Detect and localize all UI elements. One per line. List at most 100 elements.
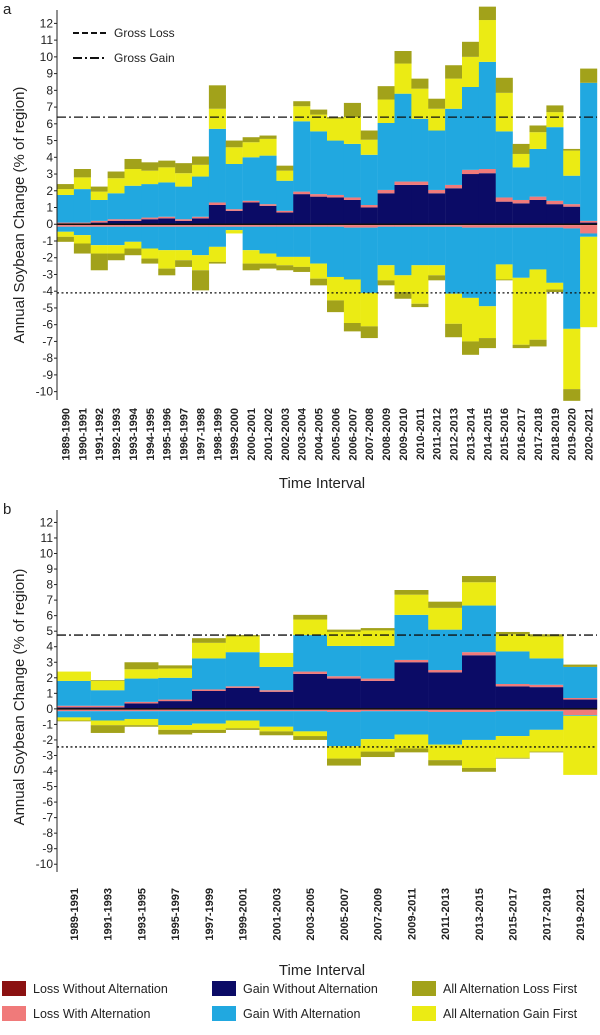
- bar-segment-gain-without-alternation-2004-2005: [310, 196, 328, 225]
- bar-segment-all-alternation-gain-first-loss-side-2001-2003: [259, 726, 294, 732]
- bar-segment-all-alternation-gain-first-2003-2004: [293, 106, 311, 122]
- bar-segment-loss-with-alternation-gain-side-2018-2019: [546, 200, 564, 205]
- bar-segment-gain-with-alternation-loss-side-1999-2001: [225, 711, 260, 721]
- bar-segment-loss-with-alternation-gain-side-1991-1993: [90, 705, 125, 708]
- x-tick-label: 1989-1990: [60, 408, 72, 461]
- bar-segment-gain-with-alternation-2009-2011: [394, 614, 429, 660]
- bar-segment-all-alternation-loss-first-loss-side-1997-1999: [192, 729, 226, 733]
- y-tick-label: -10: [36, 385, 54, 399]
- bar-segment-all-alternation-gain-first-2001-2003: [259, 652, 294, 667]
- y-tick-label: 4: [46, 640, 53, 654]
- x-tick-label: 2007-2009: [373, 888, 385, 941]
- bar-segment-loss-with-alternation-2011-2012: [428, 225, 446, 227]
- bar-segment-all-alternation-loss-first-2013-2015: [462, 576, 496, 583]
- legend: Loss Without Alternation Loss With Altern…: [2, 981, 578, 1021]
- bar-segment-all-alternation-loss-first-1991-1993: [90, 680, 125, 681]
- bar-segment-all-alternation-gain-first-2000-2001: [242, 142, 260, 158]
- bar-segment-all-alternation-loss-first-loss-side-2007-2008: [360, 326, 378, 339]
- y-tick-label: 6: [46, 117, 53, 131]
- bar-segment-loss-with-alternation-2003-2005: [293, 709, 328, 712]
- bar-segment-gain-with-alternation-loss-side-2001-2003: [259, 711, 294, 727]
- bar-segment-gain-with-alternation-1996-1997: [175, 186, 193, 220]
- bar-segment-all-alternation-gain-first-loss-side-2001-2002: [259, 253, 277, 264]
- bar-segment-all-alternation-gain-first-loss-side-2003-2005: [293, 731, 328, 737]
- bar-segment-all-alternation-loss-first-loss-side-1989-1991: [57, 720, 91, 722]
- bar-segment-loss-with-alternation-2017-2018: [529, 225, 547, 228]
- bar-segment-loss-with-alternation-gain-side-2011-2013: [428, 670, 463, 673]
- legend-item-loss_without_alternation: Loss Without Alternation: [2, 981, 168, 996]
- bar-segment-all-alternation-loss-first-2006-2007: [343, 102, 361, 118]
- x-tick-label: 1998-1999: [212, 408, 224, 461]
- legend-swatch: [2, 981, 26, 996]
- x-tick-label: 2020-2021: [584, 408, 596, 461]
- bar-segment-all-alternation-gain-first-2010-2011: [411, 88, 429, 119]
- y-tick-label: 2: [46, 184, 53, 198]
- bar-segment-all-alternation-gain-first-loss-side-1999-2000: [225, 230, 243, 234]
- panel-a-x-axis-label: Time Interval: [279, 475, 365, 492]
- x-tick-label: 2018-2019: [550, 408, 562, 461]
- bar-segment-all-alternation-loss-first-loss-side-1991-1992: [90, 253, 108, 271]
- bar-segment-all-alternation-gain-first-2005-2007: [327, 631, 361, 646]
- bar-segment-all-alternation-gain-first-loss-side-1999-2001: [225, 720, 260, 729]
- bar-segment-loss-with-alternation-gain-side-2014-2015: [478, 169, 496, 174]
- bar-segment-gain-with-alternation-2001-2003: [259, 666, 294, 691]
- legend-swatch: [412, 981, 436, 996]
- bar-segment-all-alternation-gain-first-loss-side-1992-1993: [107, 245, 125, 254]
- bar-segment-gain-with-alternation-2017-2019: [529, 658, 564, 685]
- bar-segment-loss-with-alternation-gain-side-2019-2021: [563, 697, 598, 700]
- bar-segment-all-alternation-loss-first-loss-side-1996-1997: [175, 260, 193, 267]
- x-tick-label: 2019-2020: [567, 408, 579, 461]
- bar-segment-all-alternation-gain-first-loss-side-2005-2006: [327, 276, 345, 301]
- bar-segment-loss-with-alternation-2001-2003: [259, 709, 294, 712]
- bar-segment-gain-with-alternation-2004-2005: [310, 131, 328, 195]
- bar-segment-loss-with-alternation-1989-1991: [57, 709, 91, 712]
- y-tick-label: -1: [42, 234, 53, 248]
- bar-segment-all-alternation-gain-first-1989-1990: [57, 189, 75, 195]
- bar-segment-loss-with-alternation-2005-2007: [327, 709, 361, 712]
- panel-b: b 1211109876543210-1-2-3-4-5-6-7-8-9-101…: [3, 501, 598, 979]
- bar-segment-all-alternation-loss-first-2000-2001: [242, 137, 260, 143]
- y-tick-label: 11: [41, 33, 54, 47]
- bar-segment-gain-with-alternation-1997-1998: [192, 176, 210, 217]
- bar-segment-loss-with-alternation-1991-1993: [90, 709, 125, 712]
- bar-segment-gain-with-alternation-2014-2015: [478, 61, 496, 170]
- bar-segment-all-alternation-gain-first-2008-2009: [377, 99, 395, 123]
- bar-segment-all-alternation-loss-first-2008-2009: [377, 86, 395, 100]
- bar-segment-gain-without-alternation-1996-1997: [175, 220, 193, 225]
- bar-segment-gain-with-alternation-loss-side-1995-1997: [158, 711, 193, 726]
- bar-segment-gain-without-alternation-2005-2006: [327, 197, 345, 225]
- legend-swatch: [2, 1006, 26, 1021]
- y-tick-label: -8: [42, 351, 53, 365]
- bar-segment-all-alternation-loss-first-loss-side-2006-2007: [343, 323, 361, 332]
- bar-segment-loss-with-alternation-gain-side-2019-2020: [563, 204, 581, 207]
- bar-segment-loss-with-alternation-2005-2006: [327, 225, 345, 227]
- bar-segment-loss-with-alternation-2011-2013: [428, 709, 463, 712]
- panel-b-reference-lines: [57, 634, 597, 748]
- bar-segment-all-alternation-loss-first-2004-2005: [310, 109, 328, 115]
- bar-segment-all-alternation-gain-first-1990-1991: [73, 177, 91, 190]
- bar-segment-gain-without-alternation-2000-2001: [242, 202, 260, 225]
- bar-segment-all-alternation-gain-first-2017-2018: [529, 132, 547, 149]
- bar-segment-all-alternation-loss-first-2010-2011: [411, 78, 429, 89]
- bar-segment-loss-with-alternation-2014-2015: [478, 225, 496, 228]
- bar-segment-all-alternation-loss-first-1997-1998: [192, 156, 210, 165]
- x-tick-label: 2005-2006: [330, 408, 342, 461]
- x-tick-label: 2000-2001: [246, 408, 258, 461]
- bar-segment-loss-with-alternation-2003-2004: [293, 225, 311, 227]
- bar-segment-all-alternation-loss-first-2003-2005: [293, 614, 328, 620]
- bar-segment-gain-without-alternation-1997-1999: [192, 691, 226, 709]
- bar-segment-all-alternation-gain-first-loss-side-1996-1997: [175, 250, 193, 261]
- x-tick-label: 1999-2000: [229, 408, 241, 461]
- bar-segment-loss-with-alternation-1994-1995: [141, 225, 159, 227]
- y-tick-label: 9: [46, 562, 53, 576]
- bar-segment-all-alternation-loss-first-1998-1999: [208, 85, 226, 109]
- bar-segment-all-alternation-gain-first-1997-1999: [192, 642, 226, 659]
- bar-segment-loss-with-alternation-gain-side-2020-2021: [580, 220, 598, 223]
- bar-segment-all-alternation-gain-first-loss-side-2000-2001: [242, 250, 260, 264]
- bar-segment-loss-with-alternation-2008-2009: [377, 225, 395, 227]
- x-tick-label: 1994-1995: [145, 408, 157, 461]
- bar-segment-gain-with-alternation-1998-1999: [208, 128, 226, 203]
- bar-segment-all-alternation-loss-first-loss-side-2013-2014: [462, 341, 480, 355]
- bar-segment-all-alternation-loss-first-1995-1997: [158, 665, 193, 669]
- legend-label: All Alternation Gain First: [443, 1007, 578, 1021]
